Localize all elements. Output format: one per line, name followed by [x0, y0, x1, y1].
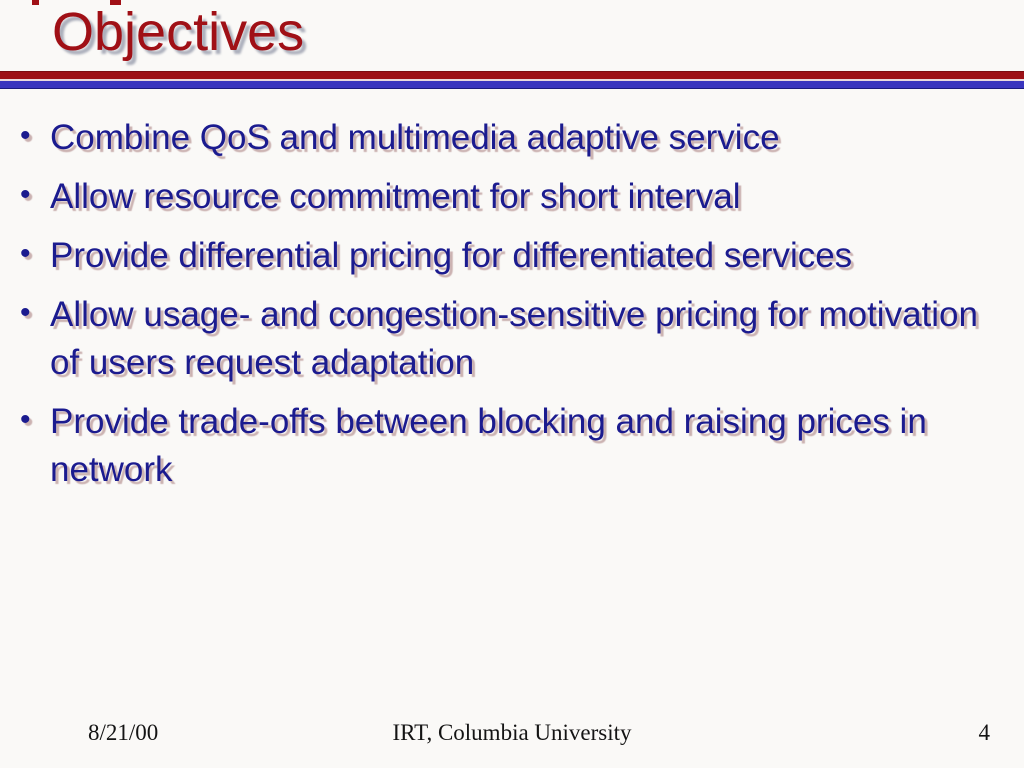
- bullet-item: • Provide differential pricing for diffe…: [20, 232, 1010, 280]
- footer-date: 8/21/00: [88, 720, 159, 745]
- bullet-marker: •: [20, 296, 31, 329]
- bullet-marker: •: [20, 178, 31, 211]
- divider-red-line: [0, 71, 1024, 79]
- bullet-marker: •: [20, 237, 31, 270]
- bullet-text: Allow usage- and congestion-sensitive pr…: [50, 295, 978, 382]
- footer-page-number: 4: [978, 720, 991, 745]
- bullet-text: Allow resource commitment for short inte…: [50, 177, 741, 216]
- top-edge-artifact: [110, 0, 121, 5]
- bullet-list: • Combine QoS and multimedia adaptive se…: [20, 114, 1010, 505]
- bullet-item: • Allow usage- and congestion-sensitive …: [20, 291, 1010, 387]
- title-divider: [0, 71, 1024, 89]
- divider-blue-line: [0, 81, 1024, 89]
- divider-gap: [0, 79, 1024, 81]
- bullet-item: • Combine QoS and multimedia adaptive se…: [20, 114, 1010, 162]
- bullet-text: Combine QoS and multimedia adaptive serv…: [50, 118, 780, 157]
- footer-affiliation: IRT, Columbia University: [392, 720, 632, 745]
- bullet-text: Provide trade-offs between blocking and …: [50, 402, 927, 489]
- slide-title: Objectives: [52, 2, 305, 62]
- bullet-text: Provide differential pricing for differe…: [50, 236, 853, 275]
- bullet-item: • Provide trade-offs between blocking an…: [20, 398, 1010, 494]
- top-edge-artifact: [32, 0, 39, 5]
- bullet-marker: •: [20, 403, 31, 436]
- bullet-item: • Allow resource commitment for short in…: [20, 173, 1010, 221]
- bullet-marker: •: [20, 119, 31, 152]
